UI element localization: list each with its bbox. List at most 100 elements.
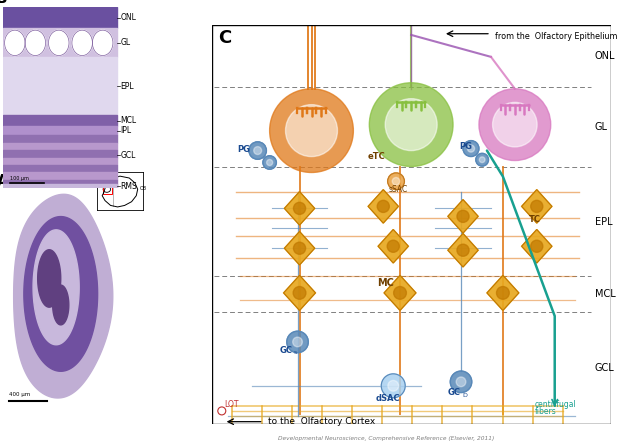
Polygon shape [384,275,416,310]
Circle shape [25,30,45,56]
Text: 100 μm: 100 μm [11,176,29,181]
Polygon shape [448,233,478,267]
Polygon shape [24,217,98,371]
Text: MCL: MCL [594,289,616,299]
Circle shape [450,371,472,392]
Circle shape [287,331,308,353]
Text: B: B [0,0,7,6]
Circle shape [254,147,262,155]
Circle shape [457,244,469,256]
Polygon shape [378,229,409,263]
Text: GL: GL [594,122,607,132]
Text: EPL: EPL [120,82,134,91]
Circle shape [388,381,399,391]
Text: centrifugal: centrifugal [535,400,576,409]
Bar [3,7,117,28]
Text: RMS: RMS [120,182,137,191]
Circle shape [293,337,302,347]
Bar [3,115,117,126]
Circle shape [263,156,277,169]
Text: GCL: GCL [120,151,136,160]
Circle shape [479,157,485,163]
Text: 400 μm: 400 μm [9,392,30,396]
Circle shape [293,286,306,299]
Polygon shape [487,275,519,310]
Text: s: s [293,351,297,355]
Text: to the  Olfactory Cortex: to the Olfactory Cortex [268,417,375,426]
Polygon shape [53,285,69,325]
Circle shape [467,145,475,152]
Polygon shape [283,275,315,310]
Text: TC: TC [529,215,541,225]
Circle shape [388,173,404,190]
Polygon shape [521,190,552,223]
Text: GC: GC [280,346,293,354]
Text: Developmental Neuroscience, Comprehensive Reference (Elsevier, 2011): Developmental Neuroscience, Comprehensiv… [278,436,495,441]
Text: GL: GL [120,38,130,47]
Text: sSAC: sSAC [389,185,408,194]
Bar [3,135,117,143]
Bar [103,184,112,194]
Text: EPL: EPL [594,217,612,226]
Text: IPL: IPL [120,126,131,135]
Bar [3,165,117,172]
Polygon shape [284,192,315,225]
Circle shape [369,83,453,167]
Circle shape [293,242,306,254]
Circle shape [385,99,437,151]
Text: A: A [0,174,9,189]
Polygon shape [38,250,61,307]
Text: PG: PG [238,145,250,154]
Polygon shape [368,190,399,223]
Circle shape [463,141,479,156]
Polygon shape [448,200,478,233]
Text: OB: OB [140,186,147,191]
Text: C: C [218,29,231,47]
Polygon shape [14,194,113,398]
Bar [3,172,117,180]
Circle shape [285,105,338,156]
Circle shape [497,286,509,299]
Text: MC: MC [378,278,394,288]
Circle shape [92,30,113,56]
Text: ONL: ONL [594,51,615,61]
Circle shape [387,240,399,252]
Bar [3,28,117,57]
Text: GCL: GCL [594,363,614,373]
Circle shape [270,89,353,172]
Bar [3,180,117,187]
Circle shape [493,103,537,147]
Circle shape [267,160,273,166]
Bar [3,143,117,150]
Bar [3,126,117,135]
Circle shape [392,178,400,185]
Text: D: D [462,392,467,397]
Bar [3,158,117,165]
Polygon shape [284,232,315,265]
Circle shape [293,202,306,214]
Circle shape [479,89,551,160]
Text: eTC: eTC [368,152,386,160]
Circle shape [381,374,405,398]
Text: GC: GC [448,388,461,397]
Bar [3,57,117,115]
Circle shape [394,286,406,299]
Circle shape [249,142,267,159]
Polygon shape [521,229,552,263]
Bar [3,150,117,158]
Text: LOT: LOT [224,400,238,409]
Bar [3,184,117,188]
Text: dSAC: dSAC [375,393,400,403]
Text: from the  Olfactory Epithelium: from the Olfactory Epithelium [495,32,617,41]
Text: MCL: MCL [120,116,136,125]
Circle shape [531,240,543,252]
Circle shape [4,30,25,56]
Circle shape [476,153,488,166]
Text: PG: PG [459,142,472,151]
Polygon shape [33,230,79,345]
Text: ONL: ONL [120,13,136,22]
Circle shape [72,30,92,56]
Circle shape [377,200,389,213]
Circle shape [49,30,69,56]
Circle shape [531,200,543,213]
